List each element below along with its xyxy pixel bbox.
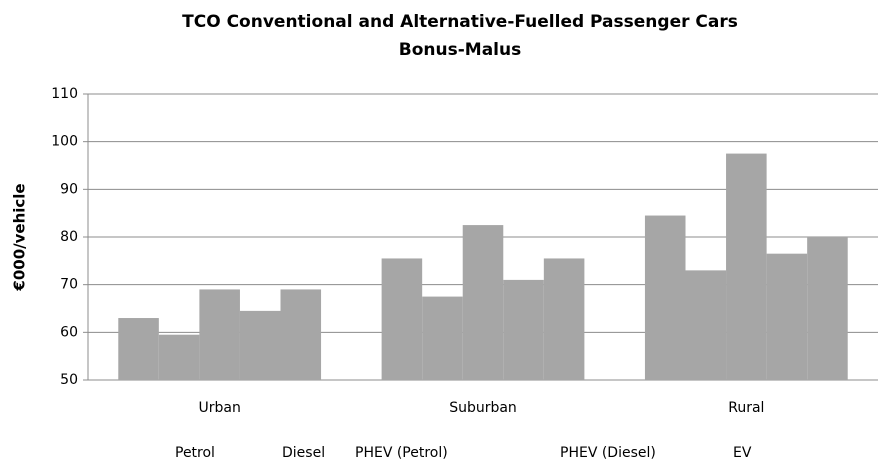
chart-title: TCO Conventional and Alternative-Fuelled… <box>182 12 738 32</box>
bar <box>462 225 504 380</box>
y-tick-label: 80 <box>60 229 78 245</box>
bar <box>280 289 322 380</box>
legend-label: EV <box>733 445 752 461</box>
bar <box>158 334 200 380</box>
bar <box>726 153 767 380</box>
bar <box>118 318 159 380</box>
x-tick-label: Urban <box>198 400 240 416</box>
x-tick-label: Rural <box>728 400 764 416</box>
bar <box>543 258 585 380</box>
bar <box>199 289 240 380</box>
bar <box>422 296 463 380</box>
y-tick-label: 90 <box>60 181 78 197</box>
legend-label: PHEV (Petrol) <box>355 445 448 461</box>
bar <box>766 253 808 380</box>
chart-title: Bonus-Malus <box>399 40 521 60</box>
y-tick-label: 110 <box>51 86 78 102</box>
legend-label: PHEV (Diesel) <box>560 445 656 461</box>
legend-label: Diesel <box>282 445 325 461</box>
bar <box>644 215 686 380</box>
bar <box>381 258 423 380</box>
y-tick-label: 60 <box>60 324 78 340</box>
bar <box>685 270 727 380</box>
bar <box>239 310 281 380</box>
legend-label: Petrol <box>175 445 215 461</box>
bar <box>503 279 544 380</box>
bar <box>807 237 848 380</box>
y-tick-label: 50 <box>60 372 78 388</box>
x-tick-label: Suburban <box>449 400 517 416</box>
y-tick-label: 70 <box>60 277 78 293</box>
y-axis-label: €000/vehicle <box>11 183 29 291</box>
y-tick-label: 100 <box>51 134 78 150</box>
